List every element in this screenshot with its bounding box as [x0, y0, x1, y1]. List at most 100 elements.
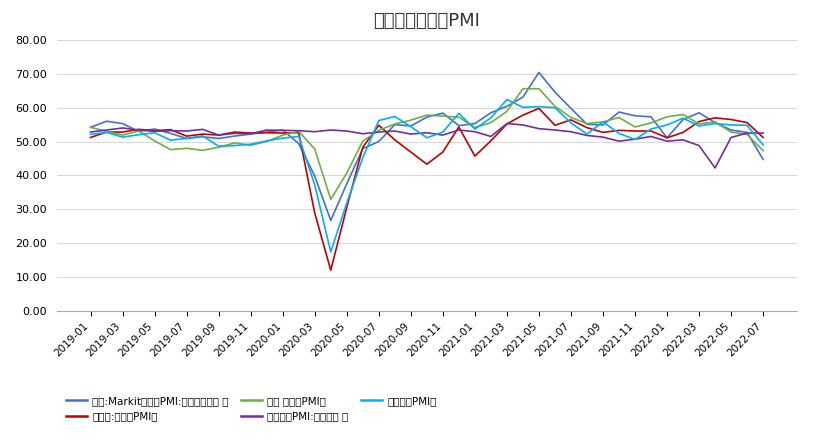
- 欧元区:服务业PMI月: [85, 135, 95, 140]
- 德国综合PMI月: [759, 142, 768, 147]
- 美国:Markit服务业PMI:商务活动季调 月: [262, 129, 272, 135]
- 德国综合PMI月: [742, 123, 752, 128]
- 英国 制造业PMI月: [518, 86, 528, 91]
- 欧元区:服务业PMI月: [438, 149, 448, 155]
- 欧元区:服务业PMI月: [742, 120, 752, 125]
- 美国:Markit服务业PMI:商务活动季调 月: [598, 122, 608, 127]
- 美国:Markit服务业PMI:商务活动季调 月: [102, 119, 111, 124]
- 德国综合PMI月: [118, 135, 128, 140]
- 德国综合PMI月: [422, 135, 432, 140]
- 英国 制造业PMI月: [214, 145, 224, 150]
- 欧元区:服务业PMI月: [150, 128, 159, 133]
- 欧元区:服务业PMI月: [246, 131, 255, 136]
- 德国综合PMI月: [502, 97, 511, 102]
- 中国综合PMI:产出指数 月: [454, 127, 463, 133]
- 英国 制造业PMI月: [278, 132, 288, 138]
- 欧元区:服务业PMI月: [759, 135, 768, 140]
- 美国:Markit服务业PMI:商务活动季调 月: [534, 70, 544, 75]
- 欧元区:服务业PMI月: [630, 128, 640, 134]
- 美国:Markit服务业PMI:商务活动季调 月: [214, 136, 224, 141]
- 德国综合PMI月: [150, 130, 159, 135]
- 德国综合PMI月: [486, 115, 496, 120]
- 欧元区:服务业PMI月: [422, 162, 432, 167]
- 德国综合PMI月: [726, 122, 736, 127]
- 美国:Markit服务业PMI:商务活动季调 月: [646, 114, 656, 119]
- 中国综合PMI:产出指数 月: [422, 130, 432, 135]
- 欧元区:服务业PMI月: [406, 149, 415, 155]
- 德国综合PMI月: [198, 133, 207, 139]
- 德国综合PMI月: [694, 123, 704, 129]
- 德国综合PMI月: [342, 201, 352, 206]
- 英国 制造业PMI月: [582, 121, 592, 126]
- 中国综合PMI:产出指数 月: [278, 128, 288, 133]
- 德国综合PMI月: [438, 129, 448, 135]
- 德国综合PMI月: [711, 121, 720, 126]
- 欧元区:服务业PMI月: [470, 154, 480, 159]
- 中国综合PMI:产出指数 月: [582, 133, 592, 138]
- 英国 制造业PMI月: [166, 147, 176, 152]
- 英国 制造业PMI月: [342, 170, 352, 176]
- 欧元区:服务业PMI月: [694, 119, 704, 124]
- 美国:Markit服务业PMI:商务活动季调 月: [486, 110, 496, 115]
- 英国 制造业PMI月: [230, 140, 240, 146]
- 中国综合PMI:产出指数 月: [518, 122, 528, 127]
- 欧元区:服务业PMI月: [342, 205, 352, 210]
- 英国 制造业PMI月: [759, 148, 768, 153]
- 英国 制造业PMI月: [550, 103, 560, 109]
- 欧元区:服务业PMI月: [614, 128, 624, 133]
- 英国 制造业PMI月: [711, 119, 720, 125]
- 德国综合PMI月: [278, 135, 288, 141]
- Line: 中国综合PMI:产出指数 月: 中国综合PMI:产出指数 月: [90, 123, 763, 168]
- 欧元区:服务业PMI月: [678, 130, 688, 135]
- 欧元区:服务业PMI月: [102, 129, 111, 135]
- 美国:Markit服务业PMI:商务活动季调 月: [502, 103, 511, 109]
- 英国 制造业PMI月: [246, 143, 255, 148]
- Line: 德国综合PMI月: 德国综合PMI月: [90, 99, 763, 252]
- 英国 制造业PMI月: [566, 115, 576, 120]
- 中国综合PMI:产出指数 月: [711, 165, 720, 170]
- 美国:Markit服务业PMI:商务活动季调 月: [726, 127, 736, 133]
- 德国综合PMI月: [214, 143, 224, 149]
- 英国 制造业PMI月: [406, 118, 415, 123]
- 欧元区:服务业PMI月: [454, 124, 463, 130]
- 英国 制造业PMI月: [598, 119, 608, 125]
- 欧元区:服务业PMI月: [534, 106, 544, 111]
- 德国综合PMI月: [133, 132, 143, 137]
- 中国综合PMI:产出指数 月: [133, 127, 143, 133]
- 德国综合PMI月: [470, 127, 480, 132]
- 欧元区:服务业PMI月: [198, 131, 207, 137]
- 欧元区:服务业PMI月: [166, 127, 176, 132]
- 德国综合PMI月: [326, 249, 336, 254]
- 英国 制造业PMI月: [85, 125, 95, 130]
- 中国综合PMI:产出指数 月: [726, 135, 736, 140]
- 德国综合PMI月: [550, 105, 560, 111]
- 英国 制造业PMI月: [486, 120, 496, 125]
- 德国综合PMI月: [518, 105, 528, 110]
- 德国综合PMI月: [534, 104, 544, 109]
- 中国综合PMI:产出指数 月: [550, 127, 560, 133]
- 中国综合PMI:产出指数 月: [182, 128, 192, 134]
- 德国综合PMI月: [293, 134, 303, 139]
- 美国:Markit服务业PMI:商务活动季调 月: [230, 134, 240, 139]
- 美国:Markit服务业PMI:商务活动季调 月: [390, 122, 400, 127]
- 中国综合PMI:产出指数 月: [662, 139, 672, 144]
- 英国 制造业PMI月: [694, 121, 704, 127]
- 欧元区:服务业PMI月: [582, 125, 592, 130]
- 德国综合PMI月: [246, 142, 255, 147]
- 欧元区:服务业PMI月: [502, 121, 511, 127]
- 德国综合PMI月: [310, 182, 320, 187]
- 美国:Markit服务业PMI:商务活动季调 月: [182, 136, 192, 141]
- 美国:Markit服务业PMI:商务活动季调 月: [422, 115, 432, 120]
- 欧元区:服务业PMI月: [230, 129, 240, 135]
- 中国综合PMI:产出指数 月: [742, 131, 752, 136]
- 美国:Markit服务业PMI:商务活动季调 月: [342, 181, 352, 186]
- 英国 制造业PMI月: [310, 147, 320, 152]
- 中国综合PMI:产出指数 月: [230, 131, 240, 136]
- 美国:Markit服务业PMI:商务活动季调 月: [582, 122, 592, 127]
- 美国:Markit服务业PMI:商务活动季调 月: [759, 157, 768, 162]
- 美国:Markit服务业PMI:商务活动季调 月: [133, 129, 143, 134]
- 美国:Markit服务业PMI:商务活动季调 月: [374, 139, 384, 144]
- 德国综合PMI月: [678, 115, 688, 121]
- 中国综合PMI:产出指数 月: [310, 129, 320, 135]
- 英国 制造业PMI月: [614, 115, 624, 120]
